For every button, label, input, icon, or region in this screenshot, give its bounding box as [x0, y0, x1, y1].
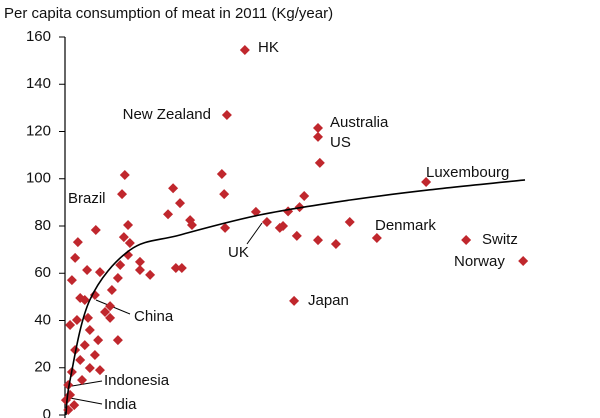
annotation: Luxembourg — [426, 164, 509, 181]
point — [344, 216, 355, 227]
point — [60, 395, 71, 406]
annotation: Brazil — [68, 190, 106, 207]
y-tick-label: 120 — [26, 122, 51, 139]
point — [123, 220, 134, 231]
annotation: US — [330, 134, 351, 151]
y-tick-label: 140 — [26, 75, 51, 92]
y-tick-label: 0 — [43, 406, 51, 418]
point — [250, 206, 261, 217]
point — [89, 349, 100, 360]
point — [461, 234, 472, 245]
y-tick-label: 20 — [34, 359, 51, 376]
annotation: HK — [258, 39, 279, 56]
point — [65, 319, 76, 330]
point — [134, 264, 145, 275]
point — [289, 295, 300, 306]
leader-line — [69, 397, 103, 405]
point — [75, 354, 86, 365]
trend-line — [65, 179, 526, 416]
point — [163, 209, 174, 220]
point — [313, 235, 323, 246]
point — [71, 315, 82, 326]
point — [90, 225, 101, 236]
y-tick-label: 60 — [34, 264, 51, 281]
point — [94, 365, 105, 376]
point — [118, 232, 129, 243]
point — [168, 183, 179, 194]
point — [93, 335, 104, 346]
annotation: Switz — [482, 231, 518, 248]
point — [170, 263, 181, 274]
annotation: UK — [228, 244, 249, 261]
y-tick-label: 100 — [26, 170, 51, 187]
point — [94, 267, 105, 278]
point — [219, 189, 230, 200]
point — [145, 269, 156, 280]
point — [63, 379, 74, 390]
point — [84, 362, 95, 373]
point — [371, 233, 382, 244]
point — [291, 230, 302, 241]
point — [66, 275, 77, 286]
point — [100, 306, 111, 317]
annotation: New Zealand — [123, 106, 211, 123]
point — [117, 189, 128, 200]
point — [82, 264, 93, 275]
point — [115, 259, 126, 270]
point — [421, 177, 432, 188]
point — [176, 263, 187, 274]
point — [123, 250, 134, 261]
point — [77, 375, 88, 386]
annotation: India — [104, 396, 137, 413]
point — [175, 198, 185, 209]
point — [79, 294, 90, 305]
point — [72, 237, 83, 248]
point — [105, 301, 116, 312]
point — [314, 157, 325, 168]
annotation: Denmark — [375, 217, 436, 234]
point — [313, 131, 323, 142]
point — [70, 252, 81, 263]
annotation: Norway — [454, 253, 505, 270]
point — [299, 190, 310, 201]
y-tick-label: 40 — [34, 311, 51, 328]
point — [112, 272, 123, 283]
point — [216, 169, 227, 180]
point — [261, 216, 272, 227]
annotation: Australia — [330, 114, 389, 131]
point — [186, 220, 197, 231]
point — [119, 169, 130, 180]
point — [313, 122, 323, 133]
point — [105, 312, 116, 323]
point — [124, 238, 135, 249]
point — [221, 109, 232, 120]
point — [79, 340, 90, 351]
annotation: Japan — [308, 292, 349, 309]
y-tick-label: 80 — [34, 217, 51, 234]
point — [330, 238, 341, 249]
annotation: Indonesia — [104, 372, 170, 389]
point — [69, 400, 80, 411]
leader-line — [71, 380, 103, 387]
point — [283, 206, 294, 217]
annotation: China — [134, 308, 174, 325]
point — [239, 44, 250, 55]
y-tick-label: 160 — [26, 28, 51, 45]
point — [134, 256, 145, 267]
point — [83, 312, 93, 323]
point — [89, 289, 100, 300]
point — [518, 255, 529, 266]
point — [106, 285, 117, 296]
point — [112, 335, 123, 346]
point — [84, 324, 95, 335]
point — [274, 222, 285, 233]
point — [220, 222, 231, 233]
leader-line — [246, 222, 263, 245]
chart-title: Per capita consumption of meat in 2011 (… — [4, 5, 333, 22]
